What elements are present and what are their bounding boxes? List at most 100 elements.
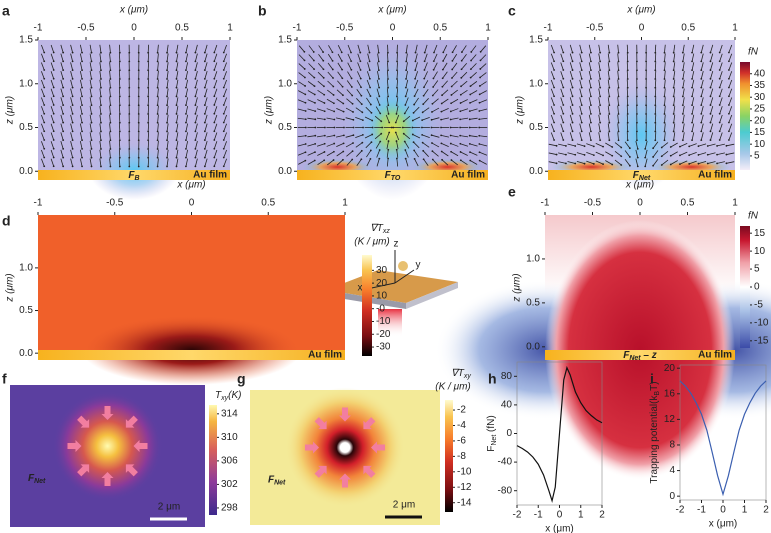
field-arrow-head	[313, 159, 316, 162]
colorbar-tick-label: -14	[457, 497, 472, 508]
field-arrow-head	[479, 50, 482, 53]
x-tick-label: 0.5	[261, 198, 275, 209]
field-arrow	[50, 149, 55, 158]
field-arrow	[99, 70, 102, 80]
field-arrow-head	[323, 102, 326, 104]
field-arrow-head	[679, 163, 681, 166]
field-arrow	[414, 88, 419, 97]
field-arrow-head	[571, 86, 574, 89]
field-arrow	[728, 62, 733, 71]
field-arrow	[719, 114, 723, 123]
field-arrow-head	[669, 146, 672, 148]
field-arrow	[661, 159, 669, 166]
field-arrow	[79, 44, 83, 53]
field-arrow-head	[626, 51, 629, 54]
y-tick-label: 1.0	[526, 254, 540, 265]
field-arrow-head	[371, 126, 374, 129]
field-arrow	[579, 53, 583, 62]
field-arrow-head	[728, 112, 730, 115]
field-arrow	[386, 149, 389, 158]
field-arrow	[308, 45, 315, 53]
field-arrow	[176, 44, 179, 53]
field-arrow	[79, 62, 83, 71]
field-arrow	[673, 79, 676, 88]
field-arrow	[109, 123, 111, 132]
field-arrow	[396, 97, 399, 106]
field-arrow	[41, 141, 45, 149]
field-arrow	[109, 79, 111, 88]
field-arrow	[569, 132, 573, 141]
field-arrow-head	[71, 60, 74, 63]
field-arrow-head	[571, 112, 574, 115]
field-arrow	[60, 79, 64, 88]
field-arrow-head	[62, 69, 65, 71]
field-arrow-head	[479, 59, 482, 62]
field-arrow	[404, 106, 410, 114]
field-arrow-head	[387, 69, 389, 72]
field-arrow	[60, 106, 64, 114]
field-arrow-head	[590, 130, 592, 133]
field-arrow-head	[350, 68, 353, 71]
field-arrow	[469, 99, 478, 104]
field-arrow-head	[109, 51, 112, 54]
field-arrow	[204, 132, 208, 141]
field-arrow-head	[359, 77, 362, 80]
field-arrow-head	[314, 142, 317, 145]
field-arrow	[576, 152, 585, 156]
x-tick-label: -2	[676, 505, 685, 516]
field-arrow-head	[580, 51, 583, 54]
colorbar-tick-label: 298	[221, 503, 238, 514]
field-arrow-head	[479, 68, 482, 70]
field-arrow	[60, 141, 64, 149]
field-arrow-head	[128, 104, 131, 107]
x-tick-label: -1	[544, 23, 553, 34]
field-arrow	[79, 71, 83, 79]
field-arrow-head	[175, 139, 178, 142]
field-arrow	[204, 62, 208, 71]
field-arrow	[673, 88, 676, 97]
field-arrow-head	[359, 60, 362, 63]
field-arrow	[377, 62, 380, 71]
field-arrow	[586, 160, 594, 165]
field-arrow-head	[90, 165, 93, 168]
field-arrow-head	[128, 113, 131, 115]
force-arrow	[67, 440, 82, 452]
field-arrow-head	[222, 112, 225, 115]
field-arrow-head	[431, 111, 433, 113]
colorbar-title: Txy(K)	[215, 390, 241, 402]
field-arrow	[365, 141, 372, 149]
field-arrow-head	[654, 113, 657, 115]
field-arrow	[223, 158, 227, 167]
field-arrow	[470, 90, 478, 95]
field-arrow-head	[156, 60, 159, 63]
field-arrow	[719, 44, 723, 53]
field-arrow	[560, 53, 564, 62]
field-arrow-head	[128, 148, 131, 150]
field-arrow	[469, 151, 478, 156]
colorbar-title-main: ∇T	[370, 223, 384, 234]
field-arrow-head	[681, 78, 684, 80]
field-arrow-head	[137, 69, 140, 72]
field-arrow	[700, 62, 704, 71]
field-arrow-head	[222, 86, 225, 89]
field-arrow-head	[352, 118, 355, 121]
field-arrow	[166, 70, 169, 80]
field-arrow-head	[314, 126, 317, 129]
field-arrow	[366, 71, 371, 79]
field-arrow	[356, 88, 362, 97]
field-arrow-head	[440, 102, 443, 105]
field-arrow	[469, 135, 478, 138]
field-arrow	[204, 114, 208, 123]
field-arrow-head	[608, 95, 611, 98]
field-arrow	[423, 80, 429, 88]
field-arrow-head	[450, 159, 453, 161]
field-arrow-head	[323, 159, 326, 162]
field-arrow-head	[628, 164, 631, 167]
colorbar-tick-label: 40	[754, 68, 766, 79]
field-arrow	[567, 143, 576, 147]
colorbar-tick-label: -0	[376, 303, 385, 314]
field-arrow-head	[90, 130, 93, 133]
field-arrow-head	[62, 77, 65, 80]
field-arrow-head	[203, 130, 206, 133]
field-arrow-head	[562, 139, 565, 141]
